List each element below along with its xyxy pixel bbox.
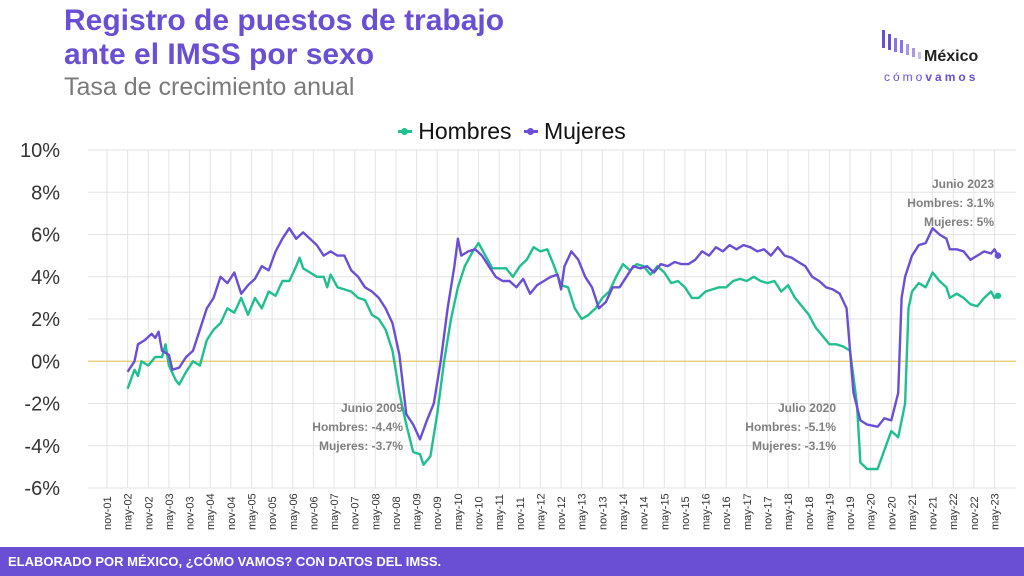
line-chart: -6% -4% -2% 0% 2% 4% 6% 8% 10% nov-01 may-02 nov-02… — [20, 140, 1016, 530]
annotation-line: Hombres: 3.1% — [907, 196, 994, 210]
series-end-point-hombres — [994, 292, 1002, 299]
annotation-line: Hombres: -5.1% — [745, 420, 836, 434]
legend-marker-hombres — [398, 128, 413, 135]
x-tick-label: may-19 — [824, 493, 836, 530]
x-tick-label: may-04 — [205, 493, 217, 530]
x-tick-label: may-10 — [453, 493, 465, 530]
x-tick-label: nov-09 — [432, 496, 444, 530]
x-tick-label: nov-05 — [267, 496, 279, 530]
x-tick-label: nov-12 — [556, 496, 568, 530]
x-tick-label: nov-19 — [845, 496, 857, 530]
x-tick-label: nov-02 — [143, 496, 155, 530]
x-tick-label: nov-22 — [969, 496, 981, 530]
series-end-point-mujeres — [994, 252, 1002, 259]
x-tick-label: nov-06 — [308, 496, 320, 530]
annotation-line: Junio 2023 — [932, 177, 994, 191]
y-tick-label: 10% — [20, 140, 60, 162]
x-tick-label: may-14 — [618, 493, 630, 530]
y-tick-label: -4% — [24, 436, 60, 458]
x-tick-label: may-13 — [577, 493, 589, 530]
x-tick-label: nov-01 — [102, 496, 114, 530]
logo-tagline-light: cómo — [884, 70, 926, 84]
y-tick-label: -2% — [24, 394, 60, 416]
annotation-line: Hombres: -4.4% — [312, 420, 403, 434]
x-tick-label: may-06 — [288, 493, 300, 530]
chart-legend: Hombres Mujeres — [0, 112, 1024, 145]
chart-subtitle: Tasa de crecimiento anual — [64, 73, 355, 101]
x-tick-label: nov-04 — [226, 496, 238, 530]
brand-logo: México cómovamos — [880, 28, 1020, 88]
x-tick-label: nov-20 — [886, 496, 898, 530]
annotation-line: Julio 2020 — [778, 401, 836, 415]
legend-label-hombres: Hombres — [418, 118, 512, 144]
x-tick-label: may-07 — [329, 493, 341, 530]
x-tick-label: may-12 — [535, 493, 547, 530]
y-tick-label: 4% — [31, 267, 60, 289]
x-tick-label: nov-18 — [804, 496, 816, 530]
x-tick-label: nov-16 — [721, 496, 733, 530]
y-tick-label: 2% — [31, 309, 60, 331]
x-tick-label: nov-08 — [391, 496, 403, 530]
x-tick-label: nov-17 — [762, 496, 774, 530]
x-tick-label: may-17 — [742, 493, 754, 530]
x-tick-label: may-03 — [164, 493, 176, 530]
x-tick-label: may-05 — [246, 493, 258, 530]
x-tick-label: nov-21 — [928, 496, 940, 530]
title-line-2: ante el IMSS por sexo — [64, 38, 375, 71]
x-tick-label: nov-15 — [680, 496, 692, 530]
logo-tagline: cómovamos — [884, 70, 978, 84]
series-line-hombres — [126, 241, 999, 471]
x-tick-label: nov-14 — [639, 496, 651, 530]
x-tick-label: nov-07 — [350, 496, 362, 530]
y-tick-label: -6% — [24, 478, 60, 500]
footer-credit: ELABORADO POR MÉXICO, ¿CÓMO VAMOS? CON D… — [0, 547, 1024, 576]
logo-name: México — [924, 48, 979, 65]
chart-title: Registro de puestos de trabajo ante el I… — [64, 4, 504, 72]
x-tick-label: may-16 — [701, 493, 713, 530]
title-line-1: Registro de puestos de trabajo — [64, 4, 505, 37]
x-tick-label: may-08 — [370, 493, 382, 530]
y-tick-label: 0% — [31, 351, 60, 373]
y-tick-label: 6% — [31, 225, 60, 247]
legend-marker-mujeres — [523, 128, 538, 135]
x-tick-label: nov-10 — [474, 496, 486, 530]
x-tick-label: may-23 — [990, 493, 1002, 530]
x-tick-label: nov-03 — [185, 496, 197, 530]
logo-tagline-bold: vamos — [925, 70, 979, 84]
x-tick-label: may-11 — [494, 494, 506, 530]
x-tick-label: may-21 — [907, 493, 919, 530]
x-tick-label: may-18 — [783, 493, 795, 530]
x-tick-label: may-20 — [866, 493, 878, 530]
x-tick-label: nov-13 — [597, 496, 609, 530]
annotation-line: Mujeres: -3.7% — [319, 439, 403, 453]
annotation-line: Mujeres: -3.1% — [752, 439, 836, 453]
series-line-mujeres — [126, 227, 1000, 441]
x-tick-label: may-09 — [412, 493, 424, 530]
y-tick-label: 8% — [31, 182, 60, 204]
annotation-line: Junio 2009 — [341, 401, 403, 415]
x-tick-label: may-22 — [948, 493, 960, 530]
x-tick-label: may-15 — [659, 493, 671, 530]
x-tick-label: nov-11 — [515, 497, 527, 530]
legend-item-mujeres: Mujeres — [523, 118, 626, 145]
legend-item-hombres: Hombres — [398, 118, 512, 145]
annotation-line: Mujeres: 5% — [924, 215, 994, 229]
x-tick-label: may-02 — [123, 493, 135, 530]
bars-logo-icon — [882, 30, 921, 59]
legend-label-mujeres: Mujeres — [543, 118, 626, 144]
